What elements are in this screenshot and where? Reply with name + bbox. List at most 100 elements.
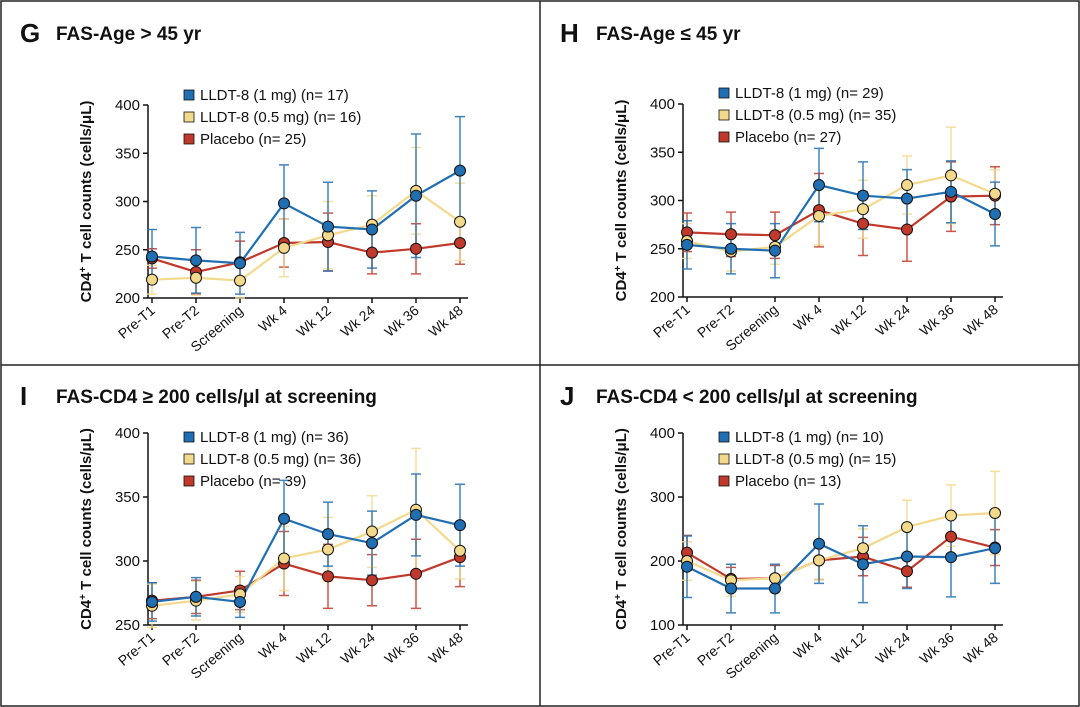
y-axis-label-part: T cell counts (cells/μL) bbox=[78, 428, 95, 594]
data-point bbox=[410, 567, 422, 580]
series-line bbox=[151, 508, 461, 607]
legend-swatch bbox=[718, 431, 730, 443]
legend-swatch bbox=[183, 133, 195, 145]
data-point bbox=[454, 215, 466, 228]
data-point bbox=[945, 530, 957, 543]
series-line bbox=[686, 174, 996, 253]
data-point bbox=[725, 582, 737, 595]
data-point bbox=[989, 208, 1001, 221]
data-point bbox=[813, 537, 825, 550]
data-point bbox=[454, 236, 466, 249]
data-point bbox=[813, 209, 825, 222]
x-tick-label: Wk 4 bbox=[255, 302, 290, 335]
legend-swatch bbox=[718, 131, 730, 143]
data-point bbox=[769, 582, 781, 595]
legend-swatch bbox=[183, 431, 195, 443]
legend-label: Placebo (n= 39) bbox=[200, 473, 306, 490]
y-tick-label: 200 bbox=[115, 290, 140, 307]
chart-title: FAS-Age > 45 yr bbox=[56, 24, 202, 45]
data-point bbox=[190, 271, 202, 284]
data-point bbox=[454, 544, 466, 557]
data-point bbox=[681, 238, 693, 251]
data-point bbox=[857, 558, 869, 571]
data-point bbox=[322, 220, 334, 233]
legend-label: LLDT-8 (0.5 mg) (n= 15) bbox=[735, 451, 896, 468]
x-tick-label: Wk 24 bbox=[872, 301, 913, 339]
panel-label: G bbox=[20, 18, 40, 48]
data-point bbox=[322, 543, 334, 556]
data-point bbox=[410, 508, 422, 521]
data-point bbox=[813, 179, 825, 192]
data-point bbox=[901, 223, 913, 236]
x-tick-label: Wk 48 bbox=[960, 301, 1001, 339]
chart-title: FAS-CD4 < 200 cells/μl at screening bbox=[596, 387, 918, 408]
legend-label: LLDT-8 (0.5 mg) (n= 16) bbox=[200, 109, 361, 126]
data-point bbox=[725, 228, 737, 241]
data-point bbox=[278, 197, 290, 210]
x-tick-label: Pre-T1 bbox=[650, 629, 693, 669]
data-point bbox=[278, 241, 290, 254]
data-point bbox=[901, 550, 913, 563]
y-tick-label: 400 bbox=[650, 96, 675, 113]
legend-label: LLDT-8 (1 mg) (n= 29) bbox=[735, 85, 884, 102]
series-line bbox=[151, 556, 461, 602]
legend-label: LLDT-8 (0.5 mg) (n= 35) bbox=[735, 107, 896, 124]
y-axis-label: CD4+ T cell counts (cells/μL) bbox=[613, 428, 631, 630]
x-tick-label: Pre-T1 bbox=[115, 302, 158, 342]
series-line bbox=[686, 183, 996, 252]
y-axis-label-part: + bbox=[613, 594, 624, 600]
data-point bbox=[366, 223, 378, 236]
data-point bbox=[146, 250, 158, 263]
x-tick-label: Wk 24 bbox=[337, 302, 378, 340]
x-tick-label: Wk 24 bbox=[872, 629, 913, 667]
y-tick-label: 400 bbox=[650, 425, 675, 442]
legend-label: Placebo (n= 13) bbox=[735, 473, 841, 490]
chart-title: FAS-CD4 ≥ 200 cells/μl at screening bbox=[56, 387, 377, 408]
y-tick-label: 100 bbox=[650, 617, 675, 634]
y-axis-label: CD4+ T cell counts (cells/μL) bbox=[613, 100, 631, 302]
x-tick-label: Wk 12 bbox=[293, 629, 334, 667]
data-point bbox=[234, 274, 246, 287]
legend-label: LLDT-8 (1 mg) (n= 17) bbox=[200, 87, 349, 104]
data-point bbox=[857, 203, 869, 216]
y-axis-label-part: T cell counts (cells/μL) bbox=[613, 100, 630, 266]
y-axis-label-part: + bbox=[613, 265, 624, 271]
legend-swatch bbox=[183, 453, 195, 465]
y-tick-label: 400 bbox=[115, 97, 140, 114]
data-point bbox=[278, 552, 290, 565]
data-point bbox=[410, 189, 422, 202]
data-point bbox=[857, 189, 869, 202]
data-point bbox=[901, 521, 913, 534]
x-tick-label: Wk 4 bbox=[255, 629, 290, 662]
y-axis-label-part: CD4 bbox=[78, 272, 95, 303]
data-point bbox=[813, 554, 825, 567]
y-tick-label: 250 bbox=[115, 617, 140, 634]
y-tick-label: 350 bbox=[115, 145, 140, 162]
y-axis-label-part: T cell counts (cells/μL) bbox=[78, 101, 95, 267]
chart-panel: I FAS-CD4 ≥ 200 cells/μl at screening 250 3… bbox=[20, 381, 468, 682]
series-line bbox=[151, 513, 461, 604]
data-point bbox=[901, 565, 913, 578]
x-tick-label: Pre-T1 bbox=[650, 301, 693, 341]
x-tick-label: Wk 12 bbox=[828, 629, 869, 667]
y-tick-label: 200 bbox=[650, 289, 675, 306]
data-point bbox=[945, 185, 957, 198]
data-point bbox=[410, 242, 422, 255]
y-axis-label-part: + bbox=[78, 594, 89, 600]
legend-label: LLDT-8 (1 mg) (n= 10) bbox=[735, 429, 884, 446]
data-point bbox=[146, 595, 158, 608]
legend-swatch bbox=[183, 475, 195, 487]
legend-label: Placebo (n= 27) bbox=[735, 129, 841, 146]
data-point bbox=[945, 551, 957, 564]
y-tick-label: 300 bbox=[115, 194, 140, 211]
data-point bbox=[454, 164, 466, 177]
chart-panel: J FAS-CD4 < 200 cells/μl at screening 100 2… bbox=[560, 381, 1003, 682]
series-line bbox=[151, 189, 461, 282]
data-point bbox=[454, 519, 466, 532]
data-point bbox=[146, 273, 158, 286]
y-tick-label: 300 bbox=[650, 193, 675, 210]
series-line bbox=[686, 194, 996, 237]
legend-label: LLDT-8 (0.5 mg) (n= 36) bbox=[200, 451, 361, 468]
legend-label: Placebo (n= 25) bbox=[200, 131, 306, 148]
